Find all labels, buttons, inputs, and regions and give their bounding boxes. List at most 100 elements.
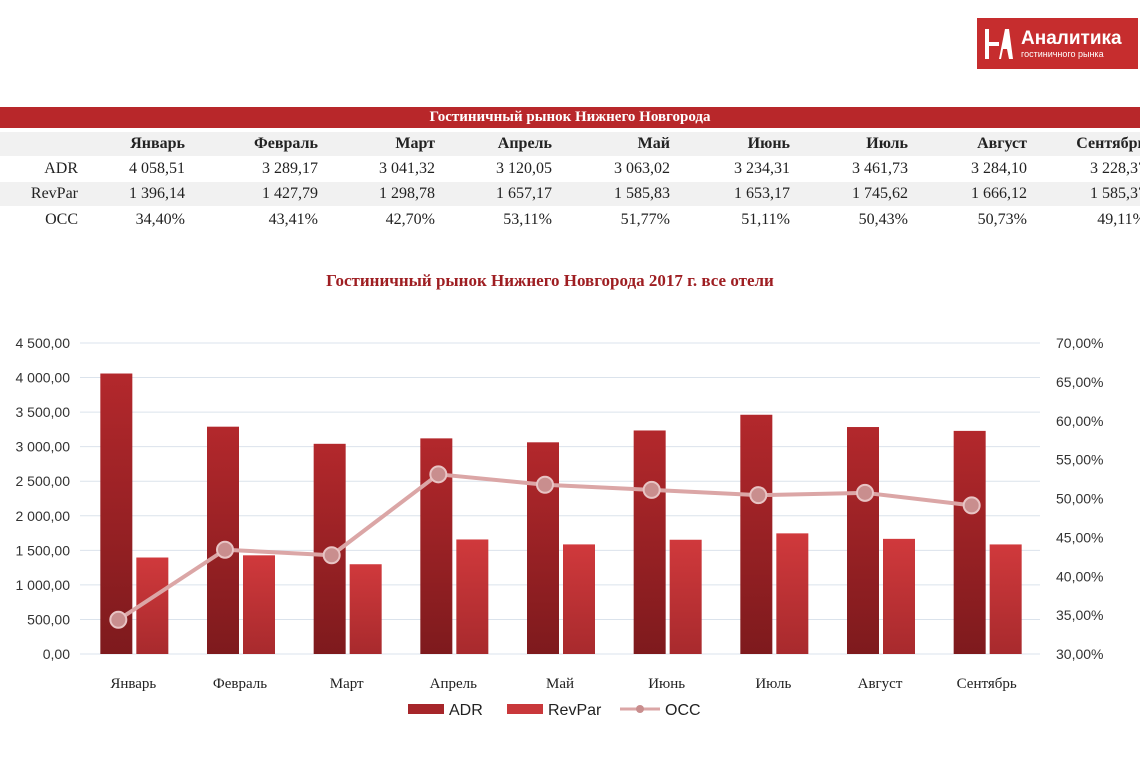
bar-adr [633, 430, 666, 654]
occ-point [749, 486, 768, 505]
legend-label-adr: ADR [449, 702, 483, 719]
bar-adr [100, 373, 133, 654]
y-tick-left: 3 500,00 [16, 404, 71, 420]
table-cell: 53,11% [503, 211, 552, 228]
bar-adr [527, 442, 559, 654]
occ-point [962, 496, 981, 515]
x-tick-label: Август [858, 676, 903, 692]
bar-revpar [349, 564, 382, 654]
table-row-revpar: RevPar 1 396,14 1 427,79 1 298,78 1 657,17 1 … [0, 182, 1140, 206]
occ-point [109, 610, 128, 629]
y-tick-right: 70,00% [1056, 335, 1103, 351]
legend-label-revpar: RevPar [548, 702, 602, 719]
bar-revpar [243, 555, 275, 654]
table-title: Гостиничный рынок Нижнего Новгорода [0, 107, 1140, 128]
legend-label-occ: OCC [665, 702, 701, 719]
x-tick-label: Март [330, 676, 364, 692]
bar-revpar [989, 544, 1022, 654]
table-cell: 3 289,17 [262, 160, 318, 177]
table-cell: 42,70% [385, 211, 435, 228]
y-tick-left: 4 000,00 [16, 370, 71, 386]
table-cell: 1 585,37 [1090, 185, 1140, 202]
y-tick-left: 2 000,00 [16, 508, 71, 524]
table-cell: 1 427,79 [262, 185, 318, 202]
table-cell: 50,43% [858, 211, 908, 228]
y-tick-left: 1 000,00 [16, 577, 71, 593]
table-cell: 3 461,73 [852, 160, 908, 177]
y-tick-right: 35,00% [1056, 607, 1103, 623]
table-cell: 1 396,14 [129, 185, 185, 202]
column-header: Март [395, 135, 435, 152]
y-tick-left: 0,00 [43, 646, 70, 662]
occ-point [642, 480, 661, 499]
occ-point [856, 483, 874, 502]
table-cell: 1 657,17 [496, 185, 552, 202]
legend-marker-occ [636, 705, 644, 713]
table-cell: 3 041,32 [379, 160, 435, 177]
chart-title: Гостиничный рынок Нижнего Новгорода 2017… [326, 271, 774, 290]
logo-title: Аналитика [1021, 27, 1122, 49]
legend-swatch-adr [408, 704, 444, 714]
bar-revpar [776, 533, 809, 654]
column-header: Май [637, 135, 670, 152]
x-tick-label: Февраль [213, 676, 267, 692]
x-tick-label: Июнь [648, 676, 685, 692]
table-cell: 1 653,17 [734, 185, 790, 202]
occ-point [536, 475, 554, 494]
row-label: RevPar [30, 185, 78, 202]
combo-chart: 0,00 500,00 1 000,00 1 500,00 2 000,00 2 500,… [16, 335, 1104, 719]
bar-revpar [563, 544, 595, 654]
table-row-adr: ADR 4 058,51 3 289,17 3 041,32 3 120,05 3 063… [0, 157, 1140, 181]
x-tick-label: Апрель [430, 676, 478, 692]
column-header: Январь [130, 135, 185, 152]
y-tick-left: 2 500,00 [16, 473, 71, 489]
bar-adr [953, 430, 986, 654]
y-tick-left: 4 500,00 [16, 335, 71, 351]
table-cell: 50,73% [977, 211, 1027, 228]
bar-adr [847, 427, 879, 654]
bar-revpar [883, 538, 915, 654]
y-tick-right: 30,00% [1056, 646, 1103, 662]
legend-swatch-revpar [507, 704, 543, 714]
y-tick-right: 45,00% [1056, 529, 1103, 545]
table-cell: 4 058,51 [129, 160, 185, 177]
table-cell: 43,41% [268, 211, 318, 228]
column-header: Август [977, 135, 1027, 152]
bar-adr [740, 414, 773, 654]
logo-mark-icon [983, 25, 1013, 63]
table-cell: 51,11% [741, 211, 790, 228]
table-cell: 51,77% [620, 211, 670, 228]
column-header: Сентябрь [1076, 135, 1140, 152]
table-cell: 1 298,78 [379, 185, 435, 202]
y-tick-left: 3 000,00 [16, 439, 71, 455]
table-cell: 3 284,10 [971, 160, 1027, 177]
bar-revpar [456, 539, 489, 654]
column-header: Февраль [254, 135, 318, 152]
logo-subtitle: гостиничного рынка [1021, 48, 1104, 59]
x-tick-label: Сентябрь [957, 676, 1017, 692]
occ-point [429, 465, 448, 484]
column-header: Июль [866, 135, 908, 152]
y-tick-left: 1 500,00 [16, 542, 71, 558]
row-label: ADR [44, 160, 78, 177]
table-cell: 49,11% [1097, 211, 1140, 228]
table-cell: 1 585,83 [614, 185, 670, 202]
y-tick-right: 60,00% [1056, 413, 1103, 429]
row-label: OCC [45, 211, 78, 228]
y-tick-right: 50,00% [1056, 491, 1103, 507]
table-cell: 3 063,02 [614, 160, 670, 177]
table-cell: 1 666,12 [971, 185, 1027, 202]
brand-logo: Аналитика гостиничного рынка [977, 18, 1138, 69]
column-header: Июнь [747, 135, 790, 152]
column-header: Апрель [497, 135, 552, 152]
x-tick-label: Май [546, 676, 574, 692]
table-header-row: Январь Февраль Март Апрель Май Июнь Июль Август… [0, 132, 1140, 156]
table-cell: 3 234,31 [734, 160, 790, 177]
table-cell: 1 745,62 [852, 185, 908, 202]
table-row-occ: OCC 34,40% 43,41% 42,70% 53,11% 51,77% 51,11% 5… [0, 208, 1140, 232]
y-tick-right: 65,00% [1056, 374, 1103, 390]
occ-point [322, 546, 341, 565]
x-tick-label: Июль [755, 676, 791, 692]
table-cell: 3 120,05 [496, 160, 552, 177]
bar-adr [207, 426, 239, 654]
